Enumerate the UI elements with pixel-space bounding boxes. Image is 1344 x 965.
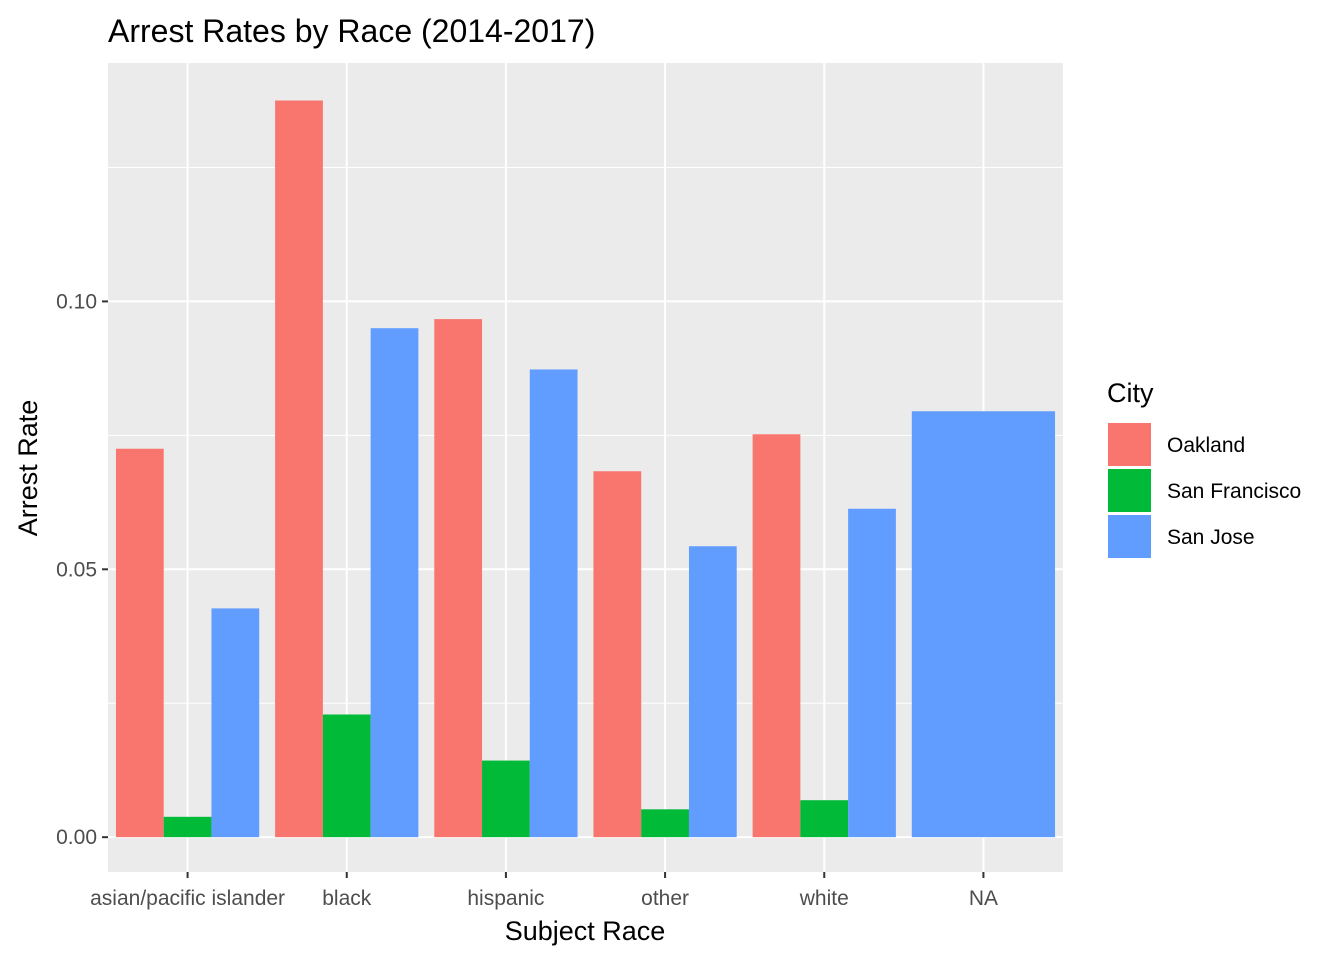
legend-title: City: [1107, 378, 1154, 408]
x-axis-title: Subject Race: [505, 916, 666, 946]
bar-san-jose: [370, 328, 419, 838]
bar-san-francisco: [163, 816, 212, 838]
y-axis: 0.00 0.05 0.10: [56, 290, 108, 849]
bar-san-jose: [688, 546, 737, 838]
x-tick-label: asian/pacific islander: [90, 887, 285, 910]
bar-san-francisco: [322, 714, 371, 838]
legend-label: Oakland: [1167, 434, 1245, 457]
legend-label: San Jose: [1167, 526, 1255, 549]
major-gridlines: [108, 63, 1063, 872]
bar-san-francisco: [641, 809, 689, 838]
x-tick-label: other: [641, 887, 689, 910]
legend-key-oakland: [1106, 421, 1153, 468]
bar-san-jose: [529, 369, 578, 838]
bar-oakland: [752, 434, 801, 838]
y-axis-title: Arrest Rate: [13, 400, 43, 537]
x-tick-label: hispanic: [467, 887, 544, 910]
plot-panel: [108, 63, 1063, 872]
bar-oakland: [275, 100, 323, 838]
y-tick-label: 0.05: [56, 558, 97, 581]
x-tick-label: white: [799, 887, 849, 910]
bar-oakland: [593, 471, 642, 838]
y-tick-label: 0.10: [56, 290, 97, 313]
chart-title: Arrest Rates by Race (2014-2017): [108, 13, 595, 49]
legend-key-san-francisco: [1106, 467, 1153, 514]
bar-oakland: [115, 448, 164, 838]
bar-san-francisco: [482, 760, 530, 838]
minor-gridlines: [108, 166, 1063, 704]
bar-san-jose: [911, 411, 1056, 838]
legend-key-san-jose: [1106, 513, 1153, 560]
x-tick-label: NA: [969, 887, 998, 910]
legend: City Oakland San Francisco San Jose: [1106, 378, 1301, 560]
legend-label: San Francisco: [1167, 480, 1301, 503]
x-axis: asian/pacific islander black hispanic other…: [90, 872, 998, 910]
x-tick-label: black: [322, 887, 372, 910]
bar-san-francisco: [800, 800, 849, 838]
bar-san-jose: [211, 608, 260, 838]
bar-san-jose: [848, 508, 896, 838]
y-tick-label: 0.00: [56, 826, 97, 849]
bars-group: [115, 100, 1056, 838]
bar-oakland: [434, 319, 483, 838]
